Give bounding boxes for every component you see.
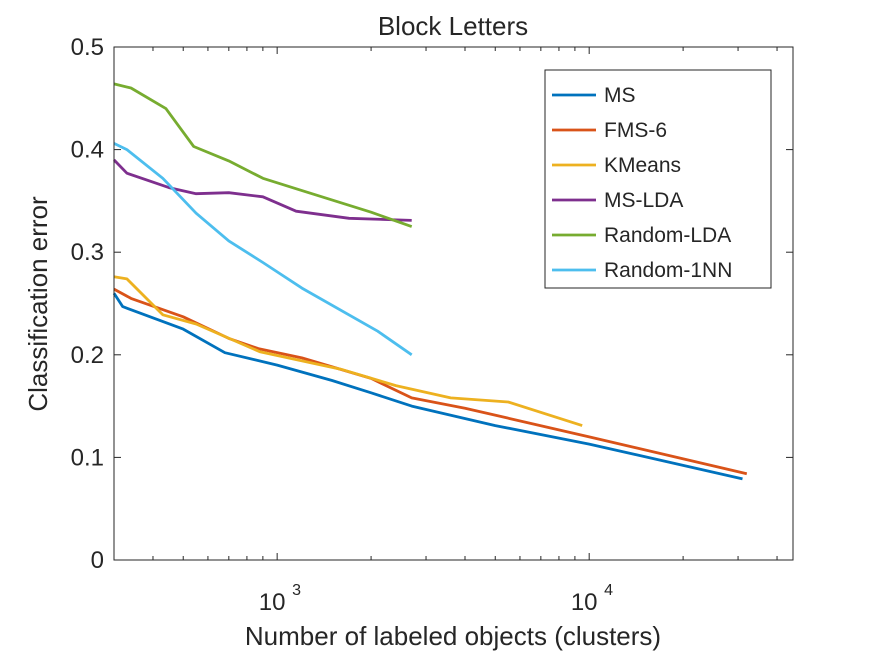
series-line-random-1nn bbox=[113, 142, 413, 356]
x-tick-exponent: 3 bbox=[292, 582, 301, 599]
y-tick-label: 0.5 bbox=[71, 34, 104, 61]
y-tick-label: 0.2 bbox=[71, 342, 104, 369]
legend-label-random-1nn: Random-1NN bbox=[604, 259, 732, 282]
y-axis-label: Classification error bbox=[23, 196, 53, 412]
chart-title: Block Letters bbox=[378, 11, 528, 41]
legend-label-ms: MS bbox=[604, 84, 636, 107]
series-line-ms bbox=[112, 292, 743, 481]
series-lines bbox=[112, 82, 748, 481]
axes: 0 0.1 0.2 0.3 0.4 0.5 10 3 10 4 bbox=[71, 34, 794, 616]
series-line-ms-lda bbox=[112, 158, 412, 222]
y-tick-label: 0.4 bbox=[71, 137, 104, 164]
axes-box bbox=[113, 46, 794, 561]
series-line-kmeans bbox=[113, 275, 583, 427]
y-tick-label: 0.1 bbox=[71, 444, 104, 471]
x-tick-exponent: 4 bbox=[604, 582, 613, 599]
legend-label-random-lda: Random-LDA bbox=[604, 224, 731, 247]
y-tick-label: 0 bbox=[91, 547, 104, 574]
legend-label-fms-6: FMS-6 bbox=[604, 119, 667, 142]
y-tick-label: 0.3 bbox=[71, 239, 104, 266]
x-axis-label: Number of labeled objects (clusters) bbox=[245, 621, 661, 651]
legend: MS FMS-6 KMeans MS-LDA Random-LDA Random-1NN bbox=[544, 69, 772, 289]
series-line-random-lda bbox=[113, 82, 413, 228]
x-tick-label: 10 bbox=[571, 589, 598, 616]
legend-label-ms-lda: MS-LDA bbox=[604, 189, 683, 212]
series-line-fms-6 bbox=[113, 287, 748, 476]
legend-box bbox=[544, 69, 772, 289]
x-tick-label: 10 bbox=[259, 589, 286, 616]
legend-label-kmeans: KMeans bbox=[604, 154, 681, 177]
